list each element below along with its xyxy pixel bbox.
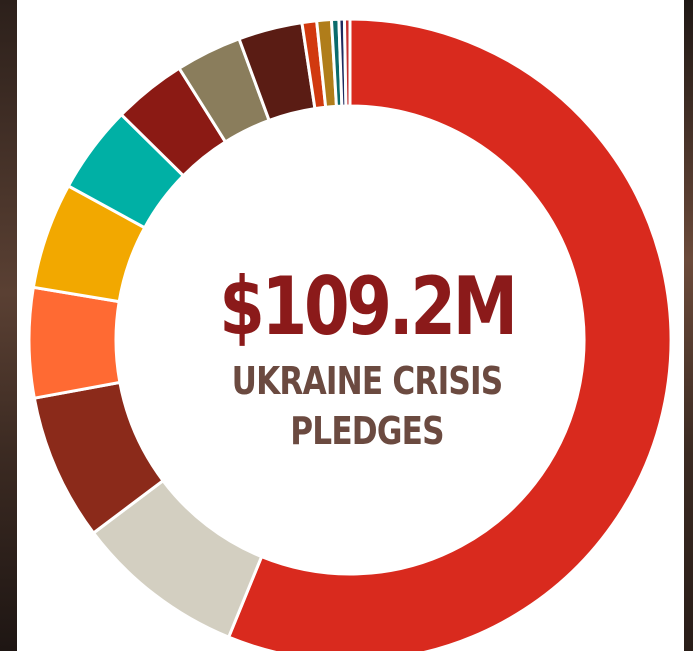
center-label-line-1: UKRAINE CRISIS [231,359,504,403]
center-total-value: $109.2M [219,260,518,353]
center-label-line-2: PLEDGES [290,409,444,453]
donut-slice-1 [226,17,673,651]
donut-slice-4 [27,285,122,400]
donut-slice-14 [342,17,352,108]
chart-panel: $109.2M UKRAINE CRISIS PLEDGES [17,0,684,651]
donut-chart [27,17,673,651]
background-photo-left [0,0,22,651]
